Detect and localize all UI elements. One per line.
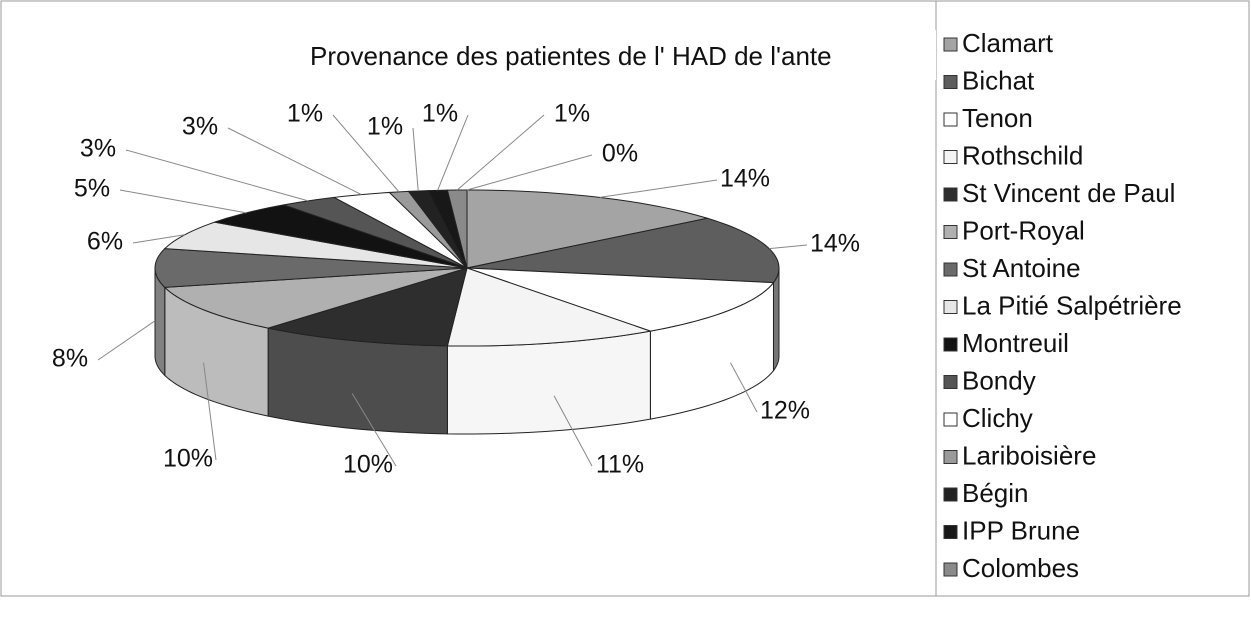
leader-line xyxy=(769,244,808,250)
data-label: 10% xyxy=(343,451,393,479)
legend-swatch xyxy=(943,300,958,314)
legend: Clamart Bichat Tenon Rothschild St Vincent d… xyxy=(943,28,1182,583)
legend-swatch xyxy=(943,150,958,164)
legend-swatch xyxy=(943,337,958,352)
legend-label: Rothschild xyxy=(962,140,1083,170)
chart-border xyxy=(0,0,1250,597)
data-label: 3% xyxy=(182,113,218,141)
legend-swatch xyxy=(943,525,958,539)
leader-line xyxy=(351,393,397,467)
legend-swatch xyxy=(943,412,958,427)
leader-line xyxy=(599,179,718,198)
slice-tops xyxy=(154,189,780,347)
legend-label: St Antoine xyxy=(962,253,1081,283)
leader-line xyxy=(553,395,593,467)
slice-side xyxy=(446,330,651,435)
legend-label: Bondy xyxy=(962,365,1036,395)
slice xyxy=(154,248,468,288)
legend-label: Port-Royal xyxy=(962,215,1085,245)
leader-line xyxy=(119,189,247,214)
slice xyxy=(466,217,780,284)
slice xyxy=(214,204,468,269)
data-label: 10% xyxy=(163,445,213,473)
legend-swatch xyxy=(943,562,958,577)
slice-sides xyxy=(154,267,780,435)
slice xyxy=(163,221,468,269)
legend-swatch xyxy=(943,37,958,52)
data-label: 0% xyxy=(602,140,638,168)
title-clip xyxy=(915,30,936,80)
slice xyxy=(446,267,651,347)
legend-label: St Vincent de Paul xyxy=(962,178,1175,208)
legend-swatch xyxy=(943,262,958,277)
slice xyxy=(267,267,468,347)
legend-swatch xyxy=(943,375,958,389)
legend-swatch xyxy=(943,450,958,464)
data-label: 1% xyxy=(367,113,403,141)
leader-line xyxy=(729,362,758,413)
leader-line xyxy=(97,320,156,361)
data-label: 14% xyxy=(720,165,770,193)
leader-line xyxy=(132,234,185,244)
data-label: 5% xyxy=(74,175,110,203)
slice xyxy=(332,191,468,269)
data-label: 1% xyxy=(422,100,458,128)
legend-swatch xyxy=(943,112,958,127)
data-label: 3% xyxy=(80,135,116,163)
data-label: 14% xyxy=(810,230,860,258)
data-label: 1% xyxy=(554,100,590,128)
data-label: 8% xyxy=(52,345,88,373)
leader-line xyxy=(437,114,469,191)
legend-label: IPP Brune xyxy=(962,515,1080,545)
leader-line xyxy=(412,127,419,192)
legend-label: Lariboisière xyxy=(962,440,1096,470)
legend-label: Tenon xyxy=(962,103,1033,133)
slice-side xyxy=(772,267,780,373)
legend-label: Bichat xyxy=(962,65,1035,95)
leader-line xyxy=(332,114,400,193)
data-label: 1% xyxy=(287,100,323,128)
data-label: 6% xyxy=(87,228,123,256)
legend-swatch xyxy=(943,487,958,502)
leader-line xyxy=(227,127,362,196)
legend-label: La Pitié Salpétrière xyxy=(962,290,1182,320)
slice xyxy=(466,189,708,269)
legend-label: Bégin xyxy=(962,478,1029,508)
legend-label: Montreuil xyxy=(962,328,1069,358)
legend-swatch xyxy=(943,225,958,239)
labels: 14% 14% 12% 11% 10% 10% 8% 6% 5% 3% 3% 1% 1% 1% 1% 0% xyxy=(52,100,860,479)
leader-line xyxy=(125,149,309,202)
legend-label: Clichy xyxy=(962,403,1033,433)
chart-title: Provenance des patientes de l' HAD de l'… xyxy=(310,41,832,71)
leader-line xyxy=(466,154,593,191)
data-label: 12% xyxy=(760,397,810,425)
leader-line xyxy=(456,114,545,191)
slice xyxy=(466,267,775,332)
legend-swatch xyxy=(943,75,958,89)
data-label: 11% xyxy=(596,451,644,479)
legend-label: Clamart xyxy=(962,28,1054,58)
leader-line xyxy=(203,362,217,461)
legend-label: Colombes xyxy=(962,553,1079,583)
legend-swatch xyxy=(943,187,958,202)
